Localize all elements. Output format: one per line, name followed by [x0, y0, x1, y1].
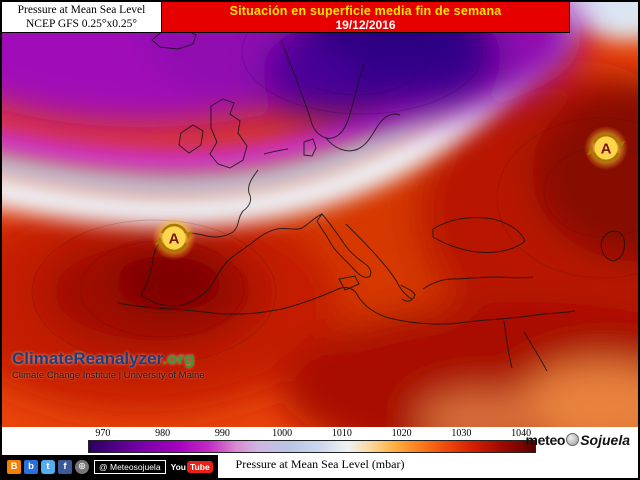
watermark-brand-suffix: .org: [162, 349, 195, 368]
tick-label: 1000: [272, 428, 293, 439]
youtube-you: You: [170, 461, 186, 472]
meteosojuela-logo: meteo Sojuela: [525, 432, 630, 448]
headline-date: 19/12/2016: [335, 18, 396, 32]
meteosojuela-handle[interactable]: @ Meteosojuela: [94, 459, 166, 474]
anticyclone-letter: A: [169, 231, 180, 248]
anticyclone-disc: [594, 136, 618, 160]
globe-icon[interactable]: ⊕: [75, 459, 89, 474]
anticyclone-marker-east: A: [584, 126, 628, 170]
high-pressure-red-zones: [2, 72, 638, 427]
legend-strip: 970 980 990 1000 1010 1020 1030 1040 Pre…: [2, 427, 638, 478]
watermark-subtitle: Climate Change Institute | University of…: [12, 369, 205, 381]
anticyclone-disc: [162, 226, 186, 250]
logo-part2: Sojuela: [580, 432, 630, 448]
tick-label: 990: [214, 428, 230, 439]
model-info-line2: NCEP GFS 0.25°x0.25°: [25, 18, 137, 30]
anticyclone-marker-iberia: A: [152, 216, 196, 260]
meteosojuela-icon: [566, 433, 580, 446]
blogger-icon[interactable]: B: [7, 459, 21, 474]
anticyclone-letter: A: [601, 141, 612, 158]
b-icon[interactable]: b: [24, 459, 38, 474]
headline-box: Situación en superficie media fin de sem…: [162, 2, 570, 33]
model-info-line1: Pressure at Mean Sea Level: [17, 4, 146, 16]
watermark: ClimateReanalyzer.org Climate Change Ins…: [12, 349, 205, 381]
tick-label: 1030: [451, 428, 472, 439]
headline-title: Situación en superficie media fin de sem…: [229, 4, 502, 18]
tick-label: 980: [155, 428, 171, 439]
colorbar-title: Pressure at Mean Sea Level (mbar): [235, 457, 405, 471]
pressure-colorbar: [88, 440, 536, 453]
pressure-map: A A Pressure at Mean Sea Level NCEP GFS …: [2, 2, 638, 427]
colorbar-ticks: 970 980 990 1000 1010 1020 1030 1040: [88, 428, 536, 439]
model-info-box: Pressure at Mean Sea Level NCEP GFS 0.25…: [2, 2, 162, 33]
social-bar: B b t f ⊕ @ Meteosojuela You Tube: [2, 455, 218, 478]
logo-part1: meteo: [525, 432, 566, 448]
isobar-contours: [31, 2, 638, 365]
coastlines: [117, 27, 626, 372]
tick-label: 1040: [511, 428, 532, 439]
tick-label: 970: [95, 428, 111, 439]
youtube-icon[interactable]: You Tube: [170, 460, 213, 473]
watermark-brand: ClimateReanalyzer.org: [12, 349, 195, 368]
tick-label: 1020: [391, 428, 412, 439]
facebook-icon[interactable]: f: [58, 459, 72, 474]
youtube-tube: Tube: [187, 460, 213, 473]
twitter-icon[interactable]: t: [41, 459, 55, 474]
tick-label: 1010: [331, 428, 352, 439]
